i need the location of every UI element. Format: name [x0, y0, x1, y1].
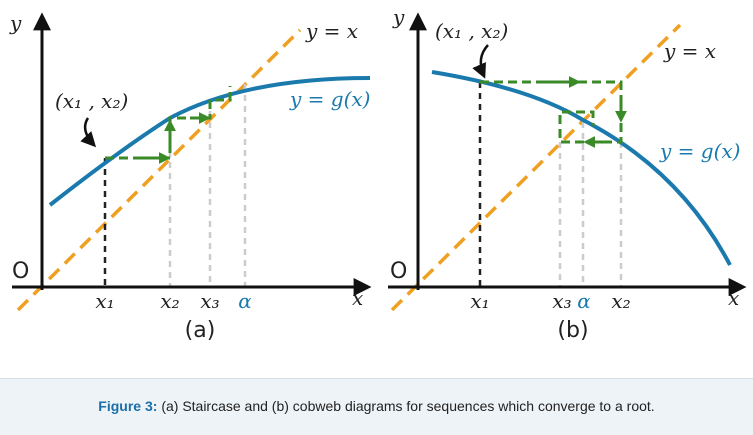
tick-label: x₁: [470, 289, 489, 313]
pointer: [472, 44, 489, 79]
figure: y x O y = x y = g(x) (x₁ , x₂) x₁ x₂ x₃ …: [9, 5, 747, 343]
panel-caption: (a): [185, 318, 216, 343]
axis-label: x: [352, 286, 363, 310]
line-y-eq-x: [16, 28, 302, 312]
curve-label: y = g(x): [659, 139, 740, 163]
tick-label: x₂: [611, 289, 630, 313]
line-label: y = x: [305, 19, 358, 43]
figure-caption: Figure 3: (a) Staircase and (b) cobweb d…: [0, 378, 753, 435]
guides: [478, 82, 623, 287]
tick-label: α: [238, 289, 252, 313]
curve: [431, 70, 732, 266]
curve-label: y = g(x): [289, 87, 370, 111]
panel-b: y x O (x₁ , x₂) y = x y = g(x) x₁ x₃ α x…: [388, 5, 747, 343]
origin: O: [12, 259, 29, 284]
tick-label: x₂: [160, 289, 179, 313]
tick-label: x₁: [95, 289, 114, 313]
caption-text: (a) Staircase and (b) cobweb diagrams fo…: [161, 398, 655, 414]
tick-label: α: [577, 289, 591, 313]
caption-label: Figure 3:: [98, 398, 158, 414]
point-label: (x₁ , x₂): [435, 19, 508, 43]
axis-label: x: [728, 286, 739, 310]
line-y-eq-x: [390, 23, 682, 312]
guides: [103, 84, 247, 287]
cobweb: [480, 80, 623, 144]
panel-a: y x O y = x y = g(x) (x₁ , x₂) x₁ x₂ x₃ …: [9, 11, 372, 343]
origin: O: [390, 259, 407, 284]
pointer: [80, 117, 97, 148]
line-label: y = x: [663, 39, 716, 63]
tick-label: x₃: [552, 289, 571, 313]
point-label: (x₁ , x₂): [55, 89, 128, 113]
panel-caption: (b): [557, 318, 588, 343]
axis-label: y: [392, 5, 405, 29]
tick-label: x₃: [200, 289, 219, 313]
axis-label: y: [9, 11, 22, 35]
